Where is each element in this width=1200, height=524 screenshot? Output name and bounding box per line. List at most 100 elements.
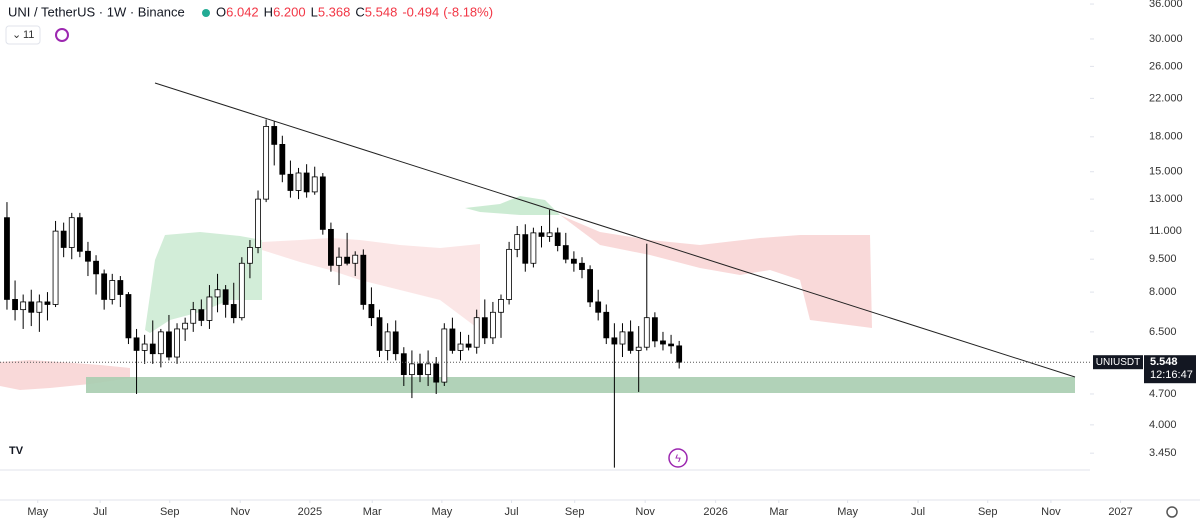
candle-body [498, 299, 504, 313]
x-tick-label: Nov [1041, 506, 1061, 518]
candle-body [409, 363, 415, 376]
x-tick-label: Sep [978, 506, 998, 518]
x-tick-label: 2025 [298, 506, 322, 518]
candle-body [214, 289, 221, 298]
candle-body [93, 260, 99, 275]
indicator-toggle[interactable] [5, 25, 41, 45]
ohlc-value: 5.548 [365, 4, 398, 19]
y-tick-label: 36.000 [1149, 0, 1183, 10]
candle-body [117, 280, 124, 295]
candle-body [522, 234, 529, 264]
candle-body [311, 176, 318, 193]
candle-body [570, 258, 577, 264]
candle-body [352, 254, 359, 264]
candle-body [481, 317, 488, 339]
candle-body [417, 363, 423, 376]
candle-body [247, 247, 253, 264]
candle-body [263, 126, 270, 200]
candle-body [489, 311, 496, 339]
candle-body [441, 328, 448, 383]
ohlc-value: 6.042 [226, 4, 259, 19]
candle-body [4, 217, 10, 300]
candle-body [230, 304, 237, 319]
candle-body [473, 317, 480, 348]
candle-body [141, 343, 148, 351]
candle-body [449, 328, 456, 351]
x-tick-label: May [837, 506, 858, 518]
candle-body [295, 172, 302, 191]
candle-body [287, 173, 294, 191]
candle-body [587, 269, 593, 303]
status-dot [202, 9, 210, 17]
candle-body [360, 254, 367, 305]
candle-body [668, 343, 674, 347]
x-tick-label: 2027 [1108, 506, 1132, 518]
lightning-icon[interactable] [668, 448, 688, 468]
candle-body [384, 331, 391, 351]
y-tick-label: 15.000 [1149, 166, 1183, 178]
change-pct: (-8.18%) [443, 4, 493, 19]
candle-body [238, 262, 245, 319]
candle-body [619, 331, 626, 345]
x-tick-label: 2026 [703, 506, 727, 518]
candle-body [125, 294, 132, 339]
ohlc-key: H [264, 4, 273, 19]
ohlc-key: L [311, 4, 318, 19]
y-tick-label: 22.000 [1149, 92, 1183, 104]
candle-body [109, 280, 116, 300]
y-tick-label: 4.700 [1149, 388, 1177, 400]
y-tick-label: 26.000 [1149, 60, 1183, 72]
candle-body [28, 301, 35, 313]
chevron: ⌄ [12, 29, 21, 41]
candle-body [279, 143, 286, 175]
candle-body [157, 331, 164, 355]
candle-body [514, 234, 521, 250]
candle-body [44, 301, 51, 305]
candle-body [651, 317, 658, 342]
candle-body [595, 301, 602, 313]
candle-body [635, 346, 642, 351]
refresh-icon[interactable] [55, 28, 69, 42]
candle-body [101, 273, 108, 300]
candle-body [676, 345, 683, 363]
x-tick-label: Jul [911, 506, 925, 518]
candle-body [627, 331, 634, 351]
candle-body [433, 363, 440, 383]
settings-icon[interactable] [1166, 506, 1178, 518]
candle-body [660, 340, 666, 345]
candle-body [344, 256, 351, 264]
candle-body [603, 311, 610, 339]
y-tick-label: 6.500 [1149, 326, 1177, 338]
candle-body [328, 228, 334, 266]
tv-logo: TV [9, 445, 24, 457]
x-tick-label: Nov [635, 506, 655, 518]
y-tick-label: 11.000 [1149, 225, 1182, 237]
x-tick-label: Jul [93, 506, 107, 518]
candle-body [174, 328, 180, 358]
candle-body [36, 301, 43, 313]
x-tick-label: Mar [769, 506, 788, 518]
candle-body [182, 322, 189, 330]
y-tick-label: 9.500 [1149, 253, 1177, 265]
candles [0, 119, 1090, 468]
candle-body [133, 337, 140, 351]
symbol-title: UNI / TetherUS · 1W · Binance [8, 4, 185, 19]
candle-body [20, 301, 27, 311]
candle-body [530, 232, 537, 264]
y-tick-label: 30.000 [1149, 33, 1183, 45]
indicator-count: 11 [23, 29, 34, 41]
candle-body [643, 317, 650, 348]
support-zone [86, 377, 1075, 393]
candle-body [255, 198, 261, 248]
candle-body [303, 172, 310, 193]
x-tick-label: Mar [363, 506, 382, 518]
candle-body [85, 250, 91, 262]
x-tick-label: May [27, 506, 48, 518]
candle-body [368, 304, 375, 319]
change: -0.494 [402, 4, 439, 19]
countdown: 12:16:47 [1150, 369, 1193, 381]
cloud-red [560, 215, 872, 328]
cloud-green [145, 232, 262, 333]
candle-body [538, 232, 545, 237]
